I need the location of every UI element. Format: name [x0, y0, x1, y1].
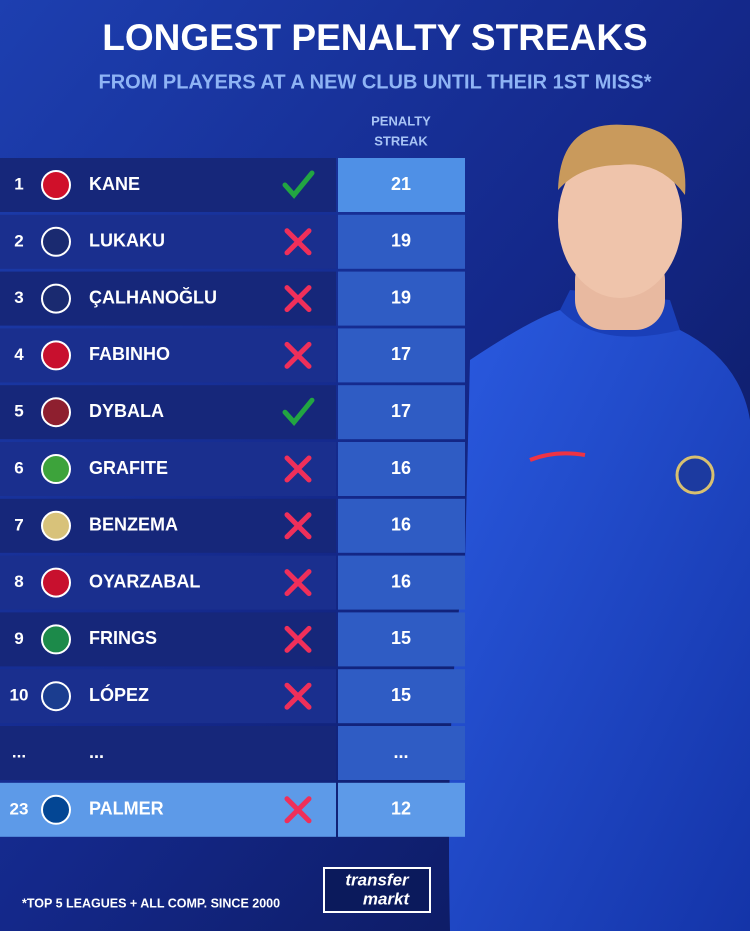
cross-icon — [284, 625, 312, 653]
streak-value: 16 — [391, 515, 411, 535]
streak-cell — [338, 782, 465, 837]
player-name: ... — [89, 742, 104, 762]
rank: 9 — [14, 629, 23, 648]
club-crest — [41, 397, 71, 428]
streak-cell — [338, 669, 465, 724]
rank: 3 — [14, 288, 23, 307]
player-name: GRAFITE — [89, 458, 168, 478]
club-crest — [41, 454, 71, 484]
club-crest — [41, 624, 71, 655]
player-name: KANE — [89, 174, 140, 194]
rank: 2 — [14, 231, 23, 250]
rank: 10 — [10, 686, 29, 705]
player-name: BENZEMA — [89, 515, 178, 535]
row-background — [0, 726, 336, 780]
club-crest — [41, 794, 71, 825]
player-name: FABINHO — [89, 344, 170, 364]
streak-value: 15 — [391, 628, 411, 648]
streak-cell — [338, 442, 465, 496]
rank: 23 — [10, 799, 29, 818]
logo-text: transfer — [345, 870, 410, 889]
cross-icon — [284, 682, 312, 710]
streak-value: ... — [393, 742, 408, 762]
streak-value: 16 — [391, 458, 411, 478]
streak-value: 17 — [391, 344, 411, 364]
table: 1 KANE 212 LUKAKU 193 ÇALHANOĞLU 194 FABINHO 175… — [0, 158, 465, 837]
cross-icon — [284, 455, 312, 483]
streak-cell — [338, 328, 465, 383]
cross-icon — [284, 512, 312, 540]
player-name: OYARZABAL — [89, 571, 200, 591]
streak-value: 16 — [391, 571, 411, 591]
streak-cell — [338, 726, 465, 780]
streak-cell — [338, 271, 465, 326]
club-crest — [41, 510, 71, 541]
footnote: *TOP 5 LEAGUES + ALL COMP. SINCE 2000 — [22, 896, 280, 910]
cross-icon — [284, 796, 312, 824]
cross-icon — [284, 569, 312, 597]
title: LONGEST PENALTY STREAKS — [102, 17, 647, 58]
streak-value: 15 — [391, 685, 411, 705]
club-crest — [41, 226, 71, 257]
subtitle: FROM PLAYERS AT A NEW CLUB UNTIL THEIR 1… — [99, 71, 652, 93]
rank: 7 — [14, 515, 23, 534]
club-crest — [41, 283, 71, 314]
column-header: STREAK — [374, 133, 428, 148]
club-crest — [41, 170, 71, 200]
player-name: LÓPEZ — [89, 684, 149, 705]
rank: 8 — [14, 572, 23, 591]
player-name: LUKAKU — [89, 231, 165, 251]
rank: ... — [12, 742, 26, 761]
check-icon — [282, 397, 315, 427]
logo: transfer markt — [323, 867, 431, 913]
streak-cell — [338, 612, 465, 667]
club-crest — [41, 681, 71, 712]
player-name: PALMER — [89, 799, 164, 819]
streak-value: 12 — [391, 799, 411, 819]
streak-cell — [338, 498, 465, 553]
streak-value: 19 — [391, 287, 411, 307]
streak-cell — [338, 214, 465, 269]
cross-icon — [284, 228, 312, 256]
player-name: FRINGS — [89, 628, 157, 648]
streak-cell — [338, 158, 465, 212]
column-header: PENALTY — [371, 113, 431, 128]
player-photo — [449, 124, 750, 931]
rank: 5 — [14, 402, 23, 421]
streak-value: 17 — [391, 401, 411, 421]
club-crest — [41, 340, 71, 371]
club-crest — [41, 567, 71, 598]
logo-text: markt — [363, 889, 411, 908]
rank: 1 — [14, 174, 23, 193]
streak-cell — [338, 555, 465, 610]
rank: 4 — [14, 345, 24, 364]
rank: 6 — [14, 458, 23, 477]
player-name: ÇALHANOĞLU — [89, 286, 217, 307]
check-icon — [282, 170, 315, 199]
player-name: DYBALA — [89, 401, 164, 421]
cross-icon — [284, 341, 312, 369]
cross-icon — [284, 285, 312, 313]
streak-cell — [338, 385, 465, 440]
streak-value: 21 — [391, 174, 411, 194]
streak-value: 19 — [391, 231, 411, 251]
